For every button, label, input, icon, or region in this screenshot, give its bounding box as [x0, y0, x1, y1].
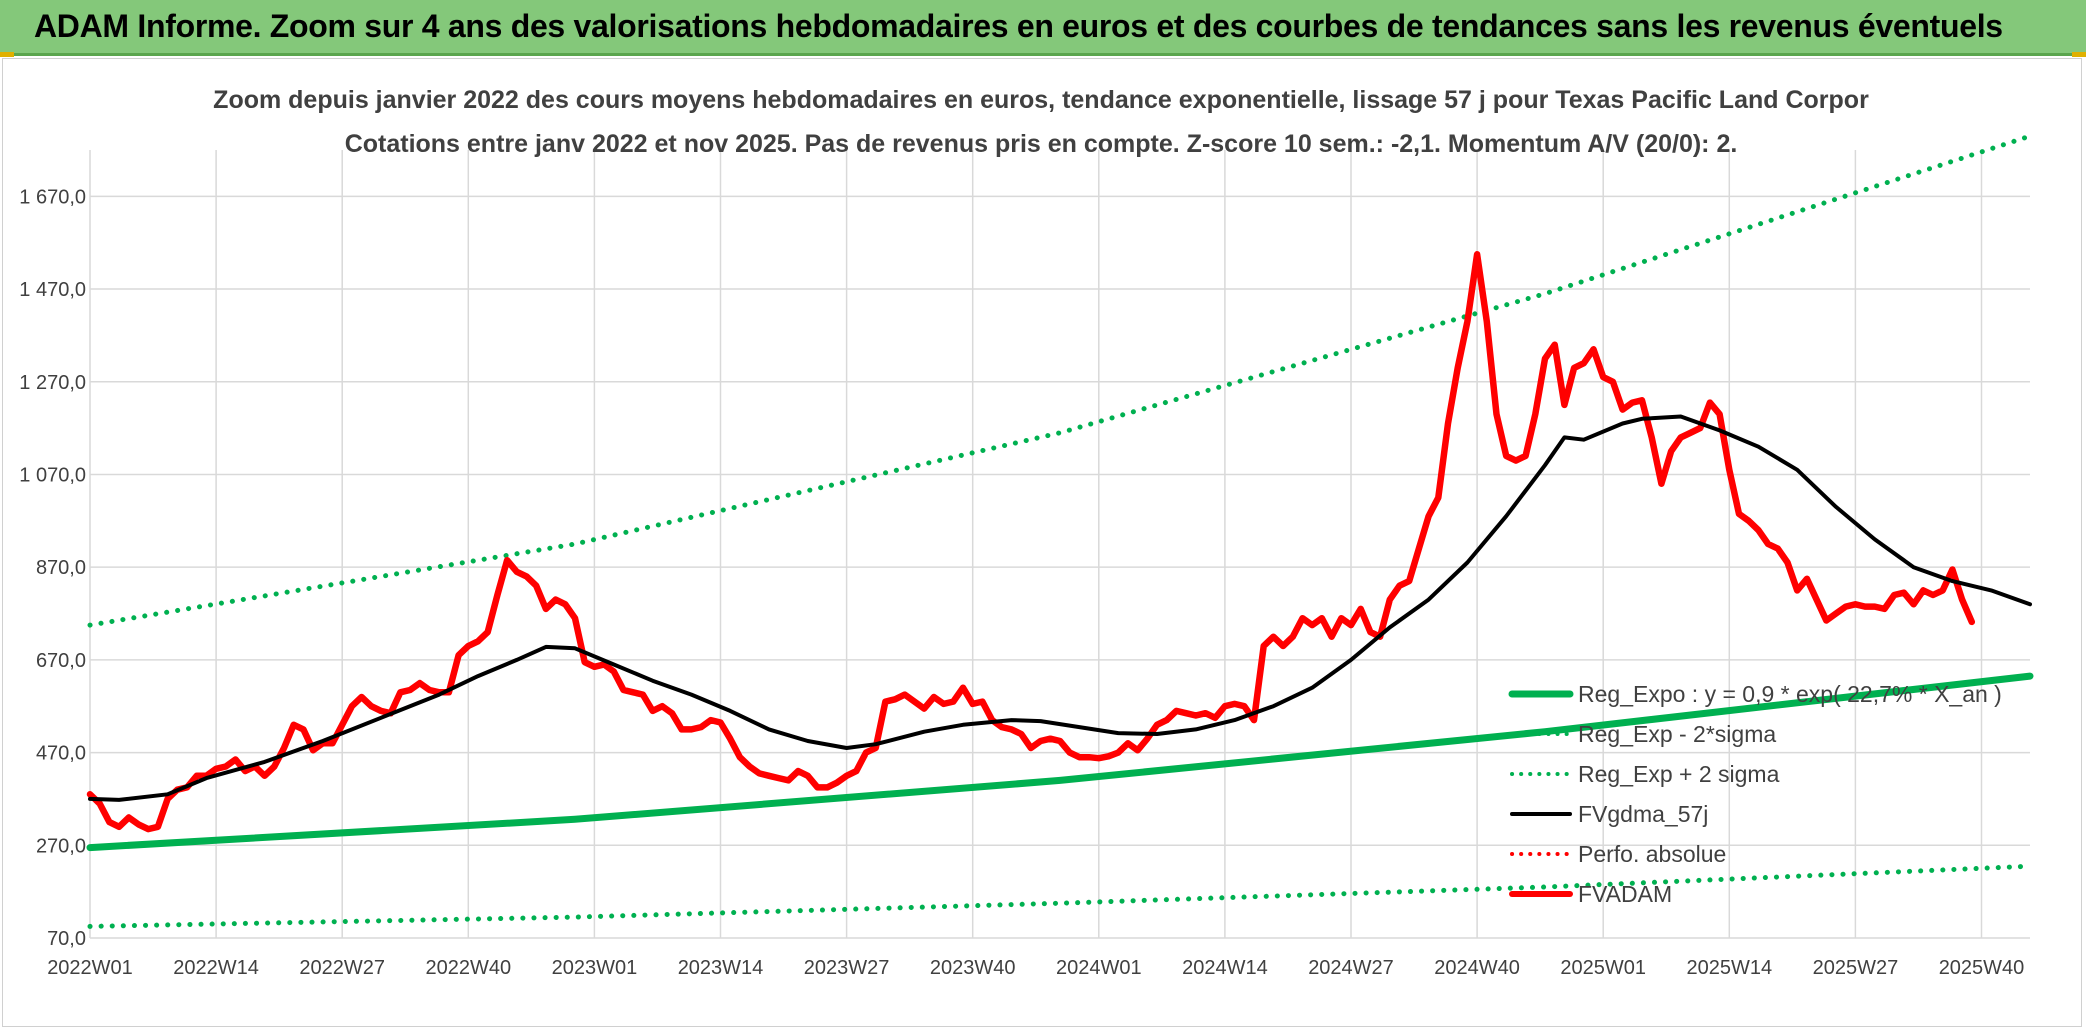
y-axis-ticks: 70,0 270,0 470,0 670,0 870,0 1 070,0 1 270,0 1 …: [19, 186, 86, 950]
grid: [89, 150, 2030, 939]
x-tick-label: 2023W40: [930, 957, 1016, 979]
x-tick-label: 2022W01: [47, 957, 133, 979]
report-title: ADAM Informe. Zoom sur 4 ans des valoris…: [34, 8, 2003, 44]
x-tick-label: 2024W01: [1056, 957, 1142, 979]
banner-accent-left: [0, 52, 14, 57]
x-tick-label: 2023W14: [678, 957, 764, 979]
x-tick-label: 2025W40: [1939, 957, 2025, 979]
legend-label-reg-exp-2-sigma: Reg_Exp + 2 sigma: [1578, 761, 1780, 787]
y-tick-label: 1 070,0: [19, 464, 86, 486]
chart-series: [86, 133, 2034, 929]
x-tick-label: 2024W40: [1434, 957, 1520, 979]
banner-accent-right: [2072, 52, 2086, 57]
x-tick-label: 2023W27: [804, 957, 890, 979]
y-tick-label: 1 470,0: [19, 279, 86, 301]
x-tick-label: 2025W01: [1560, 957, 1646, 979]
legend-label-fvgdma-57j: FVgdma_57j: [1578, 801, 1708, 827]
x-tick-label: 2023W01: [552, 957, 638, 979]
chart-frame: [2, 58, 2082, 1027]
y-tick-label: 270,0: [36, 835, 86, 857]
legend-label-fvadam: FVADAM: [1578, 881, 1672, 907]
x-axis-ticks: 2022W01 2022W14 2022W27 2022W40 2023W01 2023W…: [47, 957, 2024, 979]
legend-label-reg-exp-2-sigma: Reg_Exp - 2*sigma: [1578, 721, 1776, 747]
x-tick-label: 2024W27: [1308, 957, 1394, 979]
y-tick-label: 870,0: [36, 557, 86, 579]
series-line-fvgdma-57j: [88, 414, 2032, 802]
series-line-reg-exp-2-sigma: [87, 863, 2033, 929]
legend: Reg_Expo : y = 0,9 * exp( 22,7% * X_an )…: [1508, 681, 2002, 907]
series-line-reg-expo-y-0-9-exp-22-7-x-an: [86, 672, 2034, 852]
y-tick-label: 1 270,0: [19, 372, 86, 394]
x-tick-label: 2025W14: [1686, 957, 1772, 979]
y-tick-label: 670,0: [36, 650, 86, 672]
series-line-fvadam: [86, 251, 1976, 833]
chart-title-line1: Zoom depuis janvier 2022 des cours moyen…: [213, 86, 1869, 114]
y-tick-label: 470,0: [36, 743, 86, 765]
x-tick-label: 2022W14: [173, 957, 259, 979]
x-tick-label: 2022W40: [425, 957, 511, 979]
y-tick-label: 1 670,0: [19, 186, 86, 208]
legend-label-reg-expo-y-0-9-exp-22-7-x-an: Reg_Expo : y = 0,9 * exp( 22,7% * X_an ): [1578, 681, 2002, 707]
series-line-reg-exp-2-sigma: [87, 133, 2033, 628]
x-tick-label: 2024W14: [1182, 957, 1268, 979]
y-tick-label: 70,0: [47, 928, 86, 950]
legend-label-perfo-absolue: Perfo. absolue: [1578, 841, 1726, 867]
x-tick-label: 2025W27: [1813, 957, 1899, 979]
chart-title-line2: Cotations entre janv 2022 et nov 2025. P…: [345, 130, 1738, 158]
report-banner: ADAM Informe. Zoom sur 4 ans des valoris…: [0, 0, 2086, 56]
x-tick-label: 2022W27: [299, 957, 385, 979]
